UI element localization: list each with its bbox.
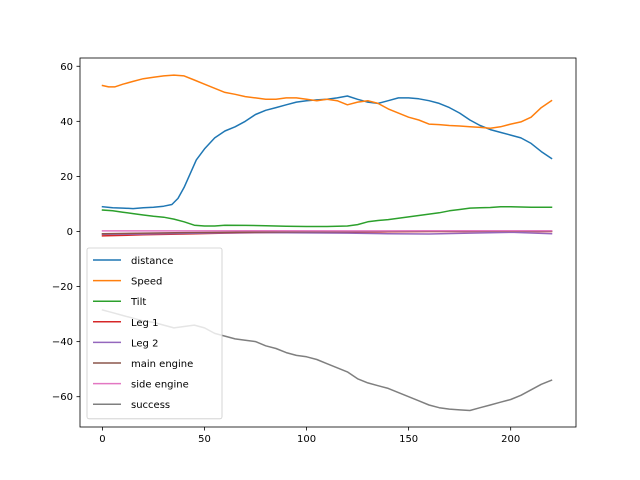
y-tick-label: 20 xyxy=(60,172,73,183)
legend-label-leg-1: Leg 1 xyxy=(131,318,158,329)
x-tick-label: 0 xyxy=(99,434,105,445)
legend-label-distance: distance xyxy=(131,256,173,267)
x-tick-label: 100 xyxy=(297,434,316,445)
y-tick-label: 0 xyxy=(67,227,73,238)
series-line-speed xyxy=(101,74,553,129)
y-tick-label: 60 xyxy=(60,62,73,73)
x-axis: 0 50 100 150 200 xyxy=(99,427,520,445)
y-tick-label: −20 xyxy=(52,282,73,293)
y-tick-label: −60 xyxy=(52,392,73,403)
series-line-tilt xyxy=(101,205,553,228)
series-line-leg-2 xyxy=(101,231,553,235)
legend-label-main-engine: main engine xyxy=(131,359,193,370)
series-line-distance xyxy=(101,95,553,210)
y-tick-label: 40 xyxy=(60,117,73,128)
legend-label-speed: Speed xyxy=(131,277,162,288)
x-tick-label: 200 xyxy=(501,434,520,445)
plot-frame xyxy=(79,57,577,428)
y-axis: −60 −40 −20 0 20 40 60 xyxy=(52,62,80,403)
x-tick-label: 50 xyxy=(198,434,211,445)
x-tick-label: 150 xyxy=(399,434,418,445)
legend-label-tilt: Tilt xyxy=(130,297,146,308)
legend-box xyxy=(86,247,223,420)
y-tick-label: −40 xyxy=(52,337,73,348)
legend-label-side-engine: side engine xyxy=(131,380,189,391)
legend-label-leg-2: Leg 2 xyxy=(131,338,158,349)
legend: distance Speed Tilt Leg 1 Leg 2 main engine si… xyxy=(86,247,223,420)
legend-label-success: success xyxy=(131,400,170,411)
